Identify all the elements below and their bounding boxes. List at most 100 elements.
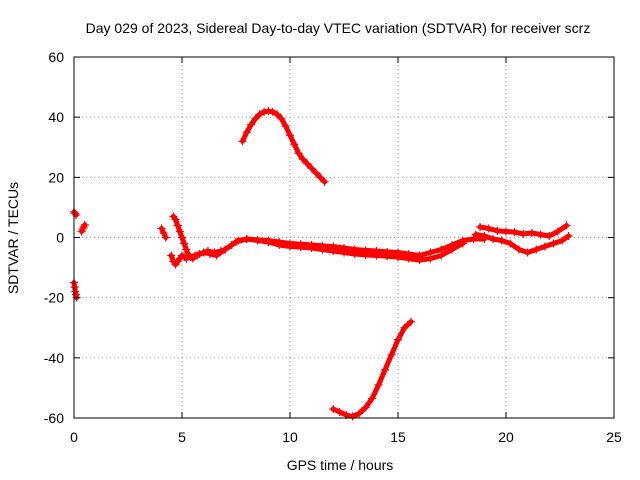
data-point (387, 350, 396, 359)
data-point (238, 137, 247, 146)
data-point (294, 149, 303, 158)
data-point (361, 250, 370, 259)
data-point (549, 239, 558, 248)
data-point (394, 253, 402, 262)
data-point (476, 222, 485, 231)
data-point (514, 245, 523, 254)
data-point (372, 251, 381, 260)
series-arc-early (77, 220, 89, 236)
data-point (355, 409, 364, 418)
data-point (80, 220, 89, 229)
data-point (277, 114, 286, 123)
data-point (381, 365, 390, 374)
data-point (251, 114, 260, 123)
data-point (523, 248, 532, 257)
data-point (206, 250, 215, 259)
data-point (368, 394, 377, 403)
x-tick-label: 25 (606, 429, 622, 445)
data-point (178, 233, 186, 242)
data-point (361, 403, 370, 412)
data-point (527, 228, 536, 237)
data-point (171, 215, 180, 224)
data-point (307, 164, 316, 173)
data-point (264, 107, 273, 116)
data-point (247, 120, 256, 129)
data-point (260, 107, 269, 116)
data-point (458, 239, 467, 248)
series-arc-main-b (169, 212, 467, 265)
data-point (281, 122, 290, 131)
x-tick-label: 20 (498, 429, 514, 445)
data-point (558, 236, 567, 245)
data-point (484, 224, 493, 233)
data-point (161, 233, 170, 242)
data-point (348, 412, 357, 421)
data-point (519, 229, 528, 238)
y-tick-label: 0 (56, 230, 64, 246)
data-point (286, 131, 294, 140)
data-point (406, 317, 415, 326)
data-point (184, 251, 193, 260)
data-point (273, 110, 282, 119)
data-point (404, 254, 413, 263)
data-point (532, 245, 541, 254)
y-tick-label: -60 (44, 410, 64, 426)
data-point (290, 140, 299, 149)
series-arc-4h (157, 224, 170, 242)
data-point (374, 380, 383, 389)
y-tick-label: 60 (48, 49, 64, 65)
data-point (71, 209, 80, 218)
data-point (167, 251, 176, 260)
data-point (383, 252, 392, 261)
data-point (335, 407, 344, 416)
data-point (320, 177, 329, 186)
x-tick-label: 15 (390, 429, 406, 445)
x-tick-label: 5 (178, 429, 186, 445)
data-point (394, 335, 402, 344)
data-point (329, 404, 338, 413)
data-point (72, 210, 81, 219)
data-point (448, 245, 456, 254)
x-tick-label: 0 (70, 429, 78, 445)
data-point (221, 245, 230, 254)
series-trace (240, 108, 328, 185)
data-point (199, 248, 208, 257)
data-point (212, 251, 221, 260)
data-point (307, 244, 316, 253)
data-point (311, 168, 320, 177)
data-point (242, 235, 251, 244)
chart-title: Day 029 of 2023, Sidereal Day-to-day VTE… (86, 20, 591, 36)
data-point (303, 159, 312, 168)
data-point (173, 221, 182, 230)
data-point (180, 239, 189, 248)
data-point (242, 128, 251, 137)
data-point (545, 231, 554, 240)
data-point (536, 230, 545, 239)
data-point (275, 241, 284, 250)
data-point (540, 242, 549, 251)
data-point (502, 227, 510, 236)
series-arc-low-dip (329, 317, 415, 421)
data-point (469, 235, 478, 244)
data-point (268, 107, 277, 116)
data-point (318, 245, 327, 254)
y-tick-label: 40 (48, 109, 64, 125)
data-point (70, 283, 79, 292)
data-point (350, 250, 359, 259)
data-point (175, 227, 184, 236)
data-point (426, 254, 435, 263)
data-point (437, 251, 446, 260)
x-tick-label: 10 (282, 429, 298, 445)
data-point (255, 110, 264, 119)
data-point (253, 236, 262, 245)
data-point (188, 254, 197, 263)
data-point (480, 231, 489, 240)
x-axis-label: GPS time / hours (287, 457, 394, 473)
y-tick-label: -20 (44, 290, 64, 306)
data-point (497, 236, 506, 245)
data-point (296, 243, 305, 252)
series-arc-high-hump (238, 107, 329, 186)
data-point (264, 238, 273, 247)
